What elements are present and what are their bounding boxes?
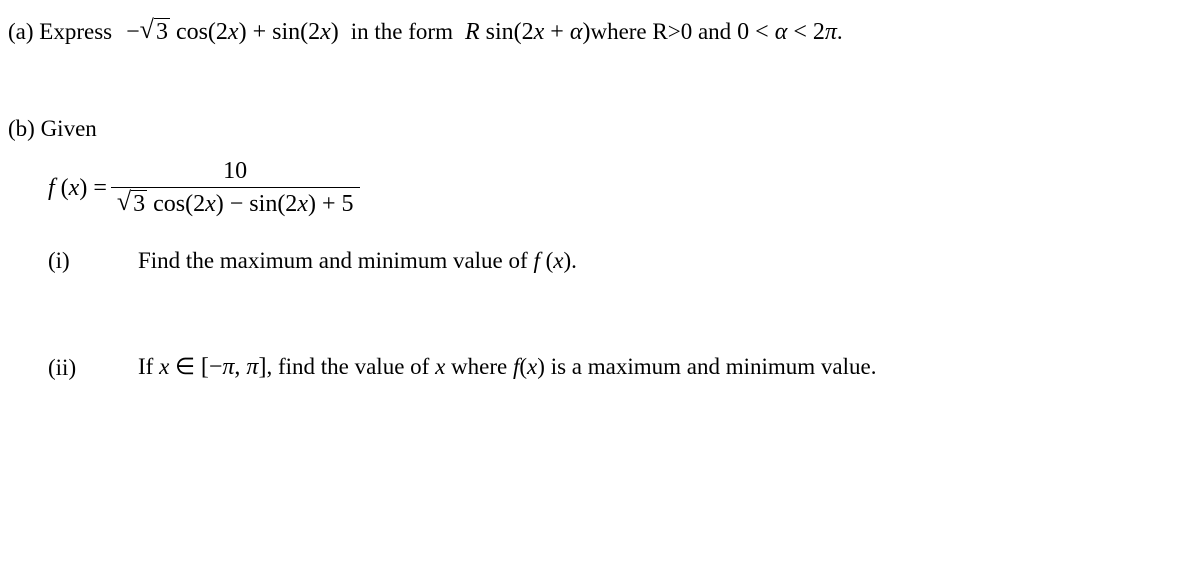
part-a-label: (a) Express xyxy=(8,19,112,45)
part-a-expr1: −√3 cos(2x) + sin(2x) xyxy=(126,18,339,46)
part-a-text-middle: in the form xyxy=(351,19,453,45)
part-a-range: 0 < α < 2π xyxy=(737,19,837,46)
part-a-text-where: where R>0 and xyxy=(590,19,731,45)
roman-ii: (ii) xyxy=(48,355,138,381)
fx-definition: f (x) = 10 √3 cos(2x) − sin(2x) + 5 xyxy=(48,158,1192,218)
fx-denominator: √3 cos(2x) − sin(2x) + 5 xyxy=(111,187,360,218)
fx-fraction: 10 √3 cos(2x) − sin(2x) + 5 xyxy=(111,158,360,218)
fx-numerator: 10 xyxy=(217,158,253,187)
interval: [−π, π] xyxy=(201,354,267,380)
sub-item-i: (i) Find the maximum and minimum value o… xyxy=(48,248,1192,274)
sub-item-ii: (ii) If x ∈ [−π, π], find the value of x… xyxy=(48,354,1192,381)
part-a-line: (a) Express −√3 cos(2x) + sin(2x) in the… xyxy=(8,18,1192,46)
part-b-label: (b) Given xyxy=(8,116,1192,142)
part-a-expr2: R sin(2x + α) xyxy=(465,19,590,46)
roman-i: (i) xyxy=(48,248,138,274)
part-a-period: . xyxy=(837,19,843,45)
